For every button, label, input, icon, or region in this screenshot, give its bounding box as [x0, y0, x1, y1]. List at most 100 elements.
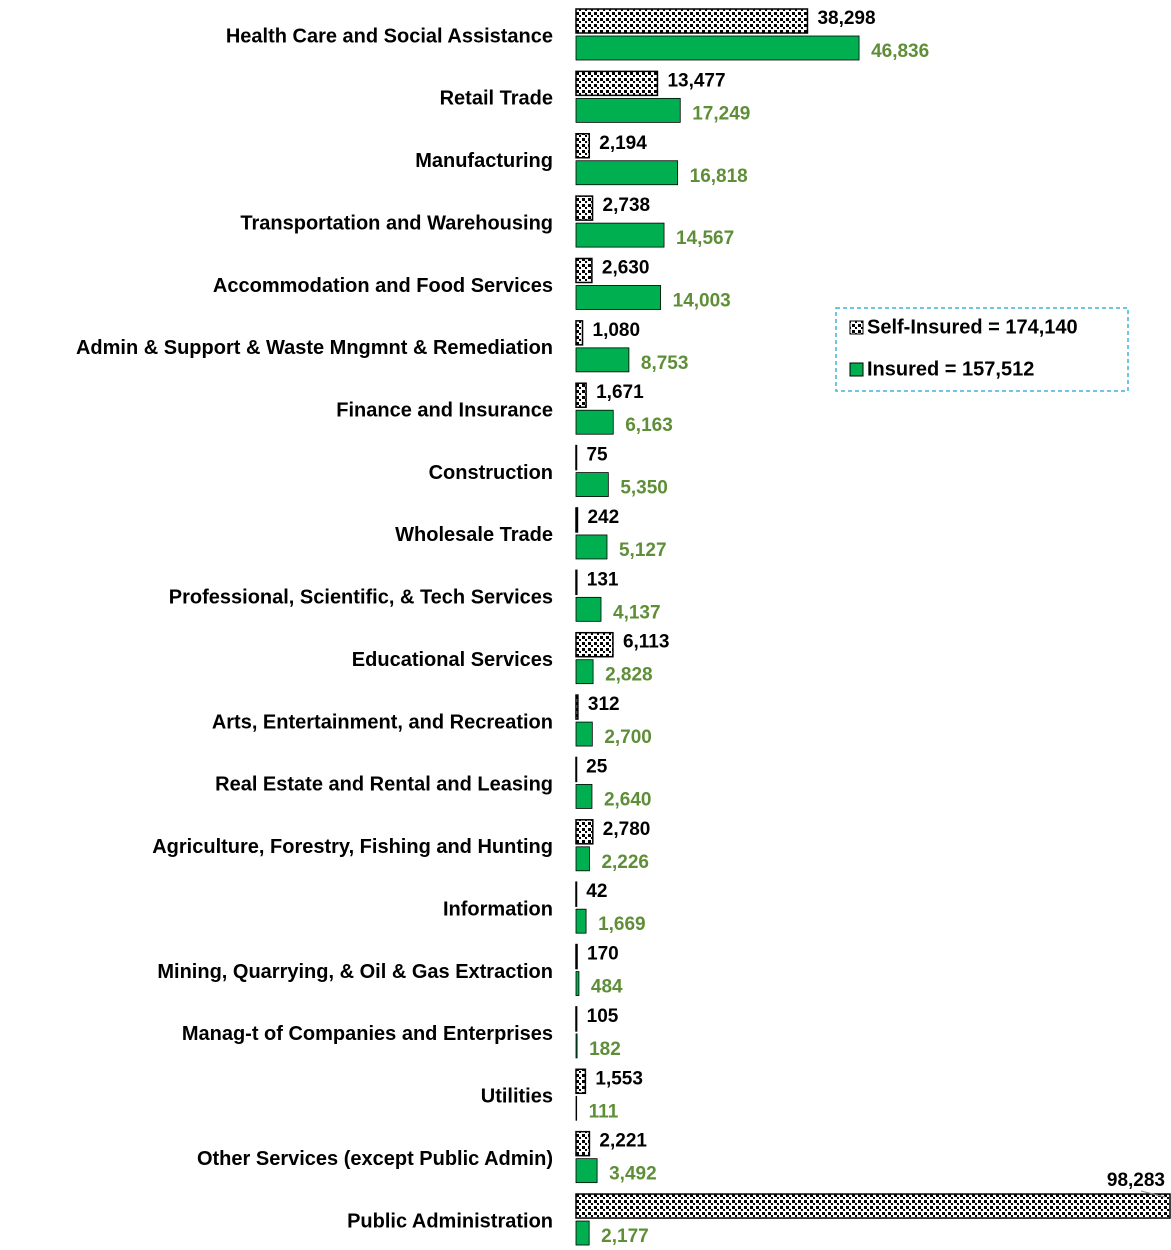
- bar: [575, 659, 594, 685]
- value-label: 2,226: [601, 852, 649, 873]
- value-label: 1,553: [595, 1068, 643, 1089]
- value-label: 2,630: [602, 257, 650, 278]
- category-label: Public Administration: [347, 1210, 553, 1232]
- bar: [575, 160, 679, 186]
- category-label: Health Care and Social Assistance: [226, 25, 553, 47]
- category-label: Transportation and Warehousing: [240, 212, 553, 234]
- value-label: 484: [591, 977, 623, 998]
- category-label: Admin & Support & Waste Mngmnt & Remedia…: [76, 337, 553, 359]
- category-label: Finance and Insurance: [336, 400, 553, 422]
- category-label: Construction: [429, 462, 553, 484]
- bar: [575, 409, 614, 435]
- bar: [575, 507, 579, 533]
- value-label: 2,828: [605, 665, 653, 686]
- bar: [575, 70, 659, 97]
- bar: [575, 472, 609, 497]
- bar: [575, 444, 578, 471]
- legend-swatch: [849, 362, 864, 377]
- bar: [575, 285, 662, 310]
- bar: [575, 631, 614, 658]
- bar: [575, 1095, 578, 1121]
- category-label: Wholesale Trade: [395, 524, 553, 546]
- value-label: 170: [587, 944, 619, 965]
- bar: [575, 1006, 578, 1032]
- category-label: Other Services (except Public Admin): [197, 1148, 553, 1170]
- legend-label: Self-Insured = 174,140: [867, 316, 1078, 338]
- bar: [575, 694, 579, 720]
- value-label: 25: [586, 756, 608, 777]
- value-label: 13,477: [667, 70, 725, 91]
- value-label: 98,283: [1107, 1170, 1165, 1191]
- category-label: Real Estate and Rental and Leasing: [215, 774, 553, 796]
- category-label: Agriculture, Forestry, Fishing and Hunti…: [152, 836, 553, 858]
- bar: [575, 943, 578, 970]
- bar: [575, 534, 608, 560]
- bar: [575, 1158, 598, 1184]
- value-label: 2,700: [604, 727, 652, 748]
- category-label: Accommodation and Food Services: [213, 275, 553, 297]
- bar: [575, 569, 578, 596]
- legend-box: [835, 307, 1129, 392]
- value-label: 2,221: [599, 1131, 647, 1152]
- value-label: 1,080: [593, 320, 641, 341]
- bar: [575, 320, 584, 346]
- category-label: Manag-t of Companies and Enterprises: [182, 1023, 553, 1045]
- bar: [575, 846, 590, 872]
- category-label: Mining, Quarrying, & Oil & Gas Extractio…: [157, 961, 553, 983]
- value-label: 182: [589, 1039, 621, 1060]
- value-label: 38,298: [817, 8, 875, 29]
- value-label: 1,669: [598, 914, 646, 935]
- value-label: 16,818: [690, 166, 748, 187]
- bar: [575, 971, 580, 996]
- value-label: 3,492: [609, 1164, 657, 1185]
- value-label: 17,249: [692, 103, 750, 124]
- value-label: 2,640: [604, 789, 652, 810]
- value-label: 312: [588, 694, 620, 715]
- value-label: 75: [586, 445, 608, 466]
- legend-label: Insured = 157,512: [867, 358, 1034, 380]
- bar: [575, 721, 593, 747]
- bar: [575, 881, 578, 907]
- value-label: 46,836: [871, 41, 929, 62]
- bar: [575, 1068, 587, 1095]
- value-label: 2,780: [603, 819, 651, 840]
- bar: [575, 35, 860, 61]
- value-label: 2,194: [599, 133, 647, 154]
- value-label: 131: [587, 569, 619, 590]
- value-label: 5,350: [620, 478, 668, 499]
- value-label: 42: [586, 881, 607, 902]
- category-label: Manufacturing: [415, 150, 553, 172]
- bar: [575, 1193, 1171, 1219]
- bar: [575, 1130, 591, 1157]
- bar: [575, 195, 594, 221]
- value-label: 14,003: [673, 290, 731, 311]
- legend-swatch: [849, 320, 864, 335]
- bar: [575, 784, 593, 809]
- value-label: 105: [587, 1006, 619, 1027]
- bar: [575, 257, 593, 284]
- category-label: Information: [443, 898, 553, 920]
- value-label: 2,738: [603, 195, 651, 216]
- value-label: 8,753: [641, 353, 689, 374]
- category-label: Retail Trade: [440, 88, 553, 110]
- value-label: 2,177: [601, 1226, 649, 1247]
- leader-line: [1140, 1190, 1166, 1198]
- value-label: 14,567: [676, 228, 734, 249]
- bar: [575, 347, 630, 373]
- value-label: 1,671: [596, 382, 644, 403]
- bar: [575, 1033, 578, 1059]
- category-label: Educational Services: [352, 649, 553, 671]
- value-label: 111: [589, 1101, 619, 1122]
- value-label: 6,113: [623, 632, 670, 653]
- value-label: 5,127: [619, 540, 667, 561]
- value-label: 6,163: [625, 415, 673, 436]
- bar: [575, 756, 578, 783]
- value-label: 242: [587, 507, 619, 528]
- bar: [575, 908, 587, 934]
- bar: [575, 382, 587, 408]
- bar: [575, 596, 602, 622]
- value-label: 4,137: [613, 602, 661, 623]
- bar: [575, 1220, 590, 1246]
- bar: [575, 819, 594, 845]
